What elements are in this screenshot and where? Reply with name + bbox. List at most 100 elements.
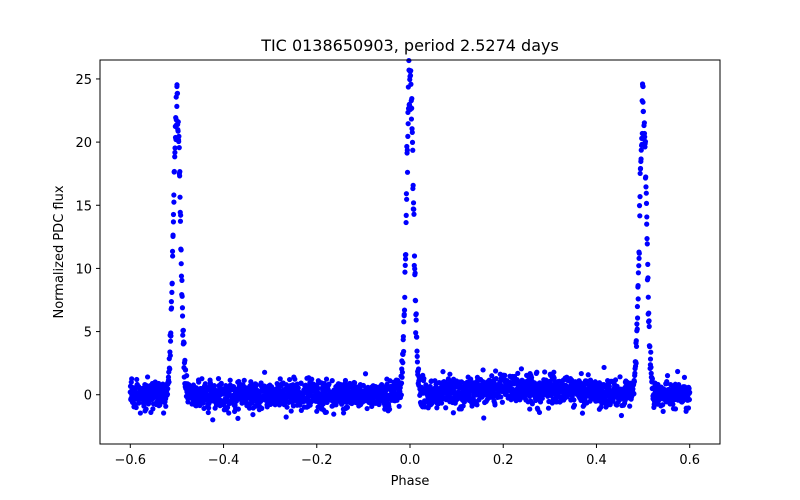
x-tick-label: 0.0 — [400, 453, 421, 468]
data-point — [638, 147, 644, 153]
data-point — [181, 340, 187, 346]
data-point — [644, 241, 650, 247]
data-point — [687, 389, 693, 395]
data-point — [664, 373, 671, 379]
data-point — [277, 376, 283, 382]
data-point — [542, 369, 548, 375]
data-point — [408, 68, 414, 74]
data-point — [169, 289, 175, 295]
data-point — [176, 133, 182, 139]
x-tick-label: −0.4 — [208, 453, 240, 468]
data-point — [415, 366, 422, 372]
data-point — [636, 255, 642, 261]
x-tick-label: 0.6 — [679, 453, 700, 468]
data-point — [413, 330, 419, 336]
data-point — [414, 348, 420, 354]
data-point — [178, 212, 184, 218]
data-point — [502, 372, 508, 378]
data-point — [637, 194, 643, 200]
data-point — [434, 405, 440, 411]
data-point — [235, 406, 241, 412]
data-point — [645, 261, 651, 267]
data-point — [498, 394, 504, 400]
data-point — [246, 405, 253, 411]
data-point — [401, 348, 407, 355]
data-point — [534, 369, 540, 375]
data-point — [412, 298, 419, 304]
data-point — [342, 377, 349, 384]
data-point — [170, 232, 176, 238]
data-point — [641, 120, 647, 126]
data-point — [144, 374, 151, 380]
data-point — [323, 409, 329, 415]
data-point — [168, 305, 175, 311]
data-point — [227, 377, 233, 383]
data-point — [161, 410, 167, 416]
data-point — [670, 401, 676, 407]
chart-title: TIC 0138650903, period 2.5274 days — [260, 36, 559, 55]
data-point — [226, 410, 232, 416]
data-point — [634, 326, 640, 332]
data-point — [634, 303, 641, 310]
data-point — [617, 374, 623, 380]
data-point — [405, 133, 411, 139]
data-point — [409, 95, 415, 102]
data-point — [414, 334, 420, 340]
data-point — [633, 360, 639, 366]
data-point — [292, 376, 298, 382]
data-point — [414, 353, 420, 359]
data-point — [647, 343, 653, 350]
data-point — [645, 275, 651, 281]
data-point — [579, 410, 586, 416]
data-point — [578, 370, 584, 377]
data-point — [179, 305, 186, 311]
data-point — [412, 270, 418, 276]
data-point — [492, 402, 498, 408]
data-point — [404, 169, 411, 175]
data-point — [637, 170, 643, 177]
data-point — [536, 409, 543, 416]
data-point — [178, 261, 184, 267]
data-point — [409, 105, 415, 111]
data-point — [403, 191, 409, 197]
data-point — [398, 380, 405, 386]
data-point — [685, 405, 692, 411]
data-point — [167, 338, 174, 344]
data-point — [611, 395, 617, 401]
data-point — [648, 370, 654, 376]
y-tick-label: 0 — [84, 389, 92, 404]
x-axis-label: Phase — [391, 474, 430, 489]
data-point — [412, 266, 418, 272]
data-point — [170, 219, 177, 225]
data-point — [169, 280, 175, 286]
data-point — [646, 323, 652, 330]
y-tick-label: 25 — [75, 73, 92, 88]
data-points — [127, 57, 693, 423]
data-point — [640, 83, 646, 90]
data-point — [612, 377, 619, 383]
data-point — [396, 403, 402, 409]
data-point — [480, 367, 486, 373]
data-point — [545, 405, 552, 411]
x-tick-label: −0.2 — [301, 453, 333, 468]
data-point — [399, 369, 405, 375]
data-point — [408, 116, 415, 122]
data-point — [177, 194, 183, 200]
data-point — [635, 296, 641, 302]
data-point — [649, 376, 655, 382]
y-tick-label: 15 — [75, 199, 92, 214]
data-point — [326, 381, 332, 387]
data-point — [636, 203, 643, 209]
data-point — [288, 408, 294, 414]
data-point — [172, 154, 178, 160]
data-point — [643, 174, 649, 180]
data-point — [404, 147, 410, 153]
data-point — [644, 221, 650, 227]
data-point — [235, 415, 241, 421]
data-point — [283, 414, 289, 420]
data-point — [527, 393, 533, 399]
data-point — [297, 402, 303, 408]
data-point — [411, 253, 418, 259]
data-point — [644, 214, 650, 220]
